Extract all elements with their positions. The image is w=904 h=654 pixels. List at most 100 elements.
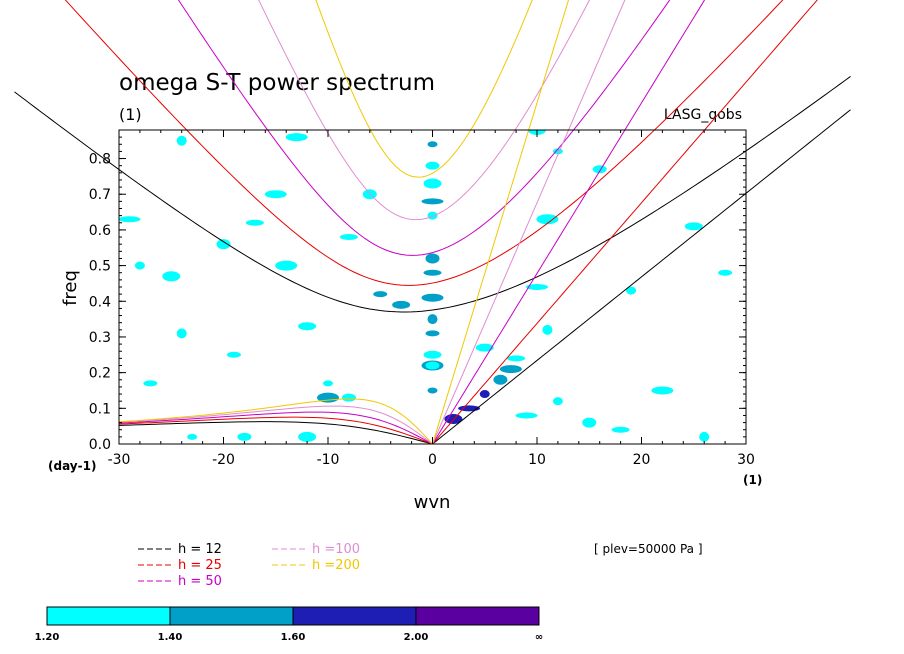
power-patch: [651, 386, 674, 395]
inertia-gravity-curve: [315, 0, 533, 178]
rossby-wave-curve: [118, 421, 433, 444]
power-patch: [427, 387, 438, 394]
power-patch: [425, 330, 440, 337]
kelvin-wave-curve: [432, 0, 818, 444]
legend-label: h = 50: [178, 574, 222, 589]
power-patch: [362, 189, 377, 200]
power-patch: [421, 198, 444, 205]
legend-label: h = 12: [178, 542, 222, 557]
inertia-gravity-curve: [177, 0, 671, 256]
x-tick-label: 0: [428, 452, 437, 468]
power-patch: [425, 253, 440, 264]
power-patch: [479, 390, 490, 399]
power-patch: [421, 293, 444, 302]
power-patch: [134, 261, 145, 270]
x-tick-label: -30: [108, 452, 131, 468]
colorbar-label: ∞: [535, 632, 543, 643]
power-patch: [162, 271, 181, 282]
dispersion-curves: [14, 0, 851, 444]
power-patch: [264, 190, 287, 199]
power-patch: [285, 133, 308, 142]
kelvin-wave-curve: [432, 109, 851, 444]
power-patch: [582, 417, 597, 428]
y-unit-label: (day-1): [48, 459, 96, 473]
power-patch: [427, 211, 438, 220]
shaded-regions: [119, 130, 733, 442]
power-patch: [423, 350, 442, 359]
power-patch: [536, 214, 559, 225]
power-patch: [245, 219, 264, 226]
power-patch: [684, 222, 703, 231]
power-patch: [339, 234, 358, 241]
power-patch: [176, 328, 187, 339]
power-patch: [237, 432, 252, 441]
power-patch: [298, 431, 317, 442]
y-tick-label: 0.5: [89, 259, 111, 275]
kelvin-wave-curve: [432, 0, 570, 444]
rossby-wave-curve: [118, 405, 433, 444]
level-note: [ plev=50000 Pa ]: [594, 542, 703, 556]
colorbar: 1.20 1.40 1.60 2.00 ∞: [35, 606, 543, 643]
inertia-gravity-curve: [14, 76, 851, 313]
power-patch: [423, 269, 442, 276]
power-patch: [611, 426, 630, 433]
power-patch: [275, 260, 298, 271]
power-patch: [507, 355, 526, 362]
y-axis: 0.0 0.1 0.2 0.3 0.4 0.5 0.6 0.7 0.8: [89, 129, 746, 453]
power-patch: [143, 380, 158, 387]
legend-label: h =100: [312, 542, 360, 557]
power-patch: [425, 361, 440, 370]
colorbar-swatch: [415, 606, 540, 626]
y-axis-label: freq: [60, 270, 81, 306]
colorbar-swatch: [292, 606, 417, 626]
power-patch: [552, 397, 563, 406]
kelvin-wave-curve: [432, 0, 626, 444]
y-tick-label: 0.3: [89, 330, 111, 346]
power-patch: [542, 324, 553, 335]
colorbar-label: 1.20: [35, 632, 60, 643]
colorbar-swatch: [169, 606, 294, 626]
power-patch: [423, 178, 442, 189]
dataset-label: LASG_qobs: [664, 107, 742, 123]
y-tick-label: 0.4: [89, 294, 111, 310]
x-tick-label: -20: [212, 452, 235, 468]
y-tick-label: 0.1: [89, 401, 111, 417]
rossby-wave-curve: [118, 411, 433, 444]
x-axis: -30 -20 -10 0 10 20 30: [108, 130, 755, 468]
legend-label: h = 25: [178, 558, 222, 573]
power-patch: [526, 284, 548, 290]
power-patch: [176, 135, 187, 146]
power-patch: [216, 239, 231, 250]
colorbar-swatch: [46, 606, 171, 626]
power-patch: [298, 322, 317, 331]
kelvin-wave-curve: [432, 0, 706, 444]
power-patch: [187, 433, 198, 440]
x-tick-label: 20: [633, 452, 651, 468]
rossby-wave-curve: [118, 416, 433, 444]
plot-frame: [118, 129, 747, 445]
y-tick-label: 0.0: [89, 437, 111, 453]
y-tick-label: 0.8: [89, 152, 111, 168]
power-patch: [475, 343, 494, 352]
power-patch: [425, 161, 440, 170]
power-patch: [592, 165, 607, 174]
power-patch: [718, 269, 733, 276]
power-patch: [226, 351, 241, 358]
x-tick-label: 30: [737, 452, 755, 468]
y-tick-label: 0.6: [89, 223, 111, 239]
power-patch: [317, 392, 339, 403]
y-tick-label: 0.7: [89, 187, 111, 203]
x-tick-label: -10: [317, 452, 340, 468]
colorbar-label: 2.00: [404, 632, 429, 643]
power-patch: [392, 300, 411, 309]
power-patch: [341, 393, 356, 402]
x-axis-label: wvn: [414, 492, 451, 513]
x-unit-label: (1): [743, 473, 762, 487]
chart-subtitle: (1): [119, 105, 142, 124]
colorbar-label: 1.40: [158, 632, 183, 643]
power-patch: [323, 380, 333, 387]
power-patch: [427, 314, 438, 325]
power-patch: [626, 286, 637, 295]
